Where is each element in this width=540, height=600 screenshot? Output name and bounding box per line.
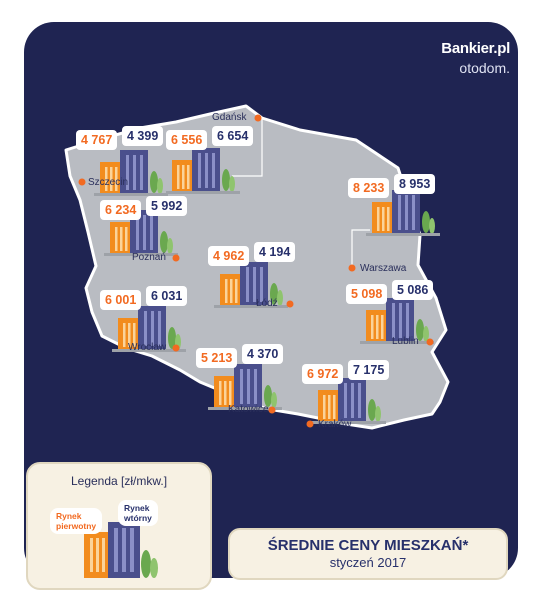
city-marker-krakow [306, 420, 314, 428]
price-secondary-katowice: 4 370 [242, 344, 284, 364]
city-marker-lodz [286, 300, 294, 308]
price-secondary-lublin: 5 086 [392, 280, 434, 300]
city-name-wroclaw: Wrocław [128, 342, 167, 353]
price-primary-gdansk: 6 556 [166, 130, 208, 150]
building-icon-katowice [208, 364, 282, 410]
legend-building-icon [84, 522, 158, 578]
city-name-lublin: Lublin [392, 336, 419, 347]
city-name-lodz: Łódź [256, 298, 278, 309]
price-secondary-warszawa: 8 953 [394, 174, 436, 194]
building-icon-krakow [312, 378, 386, 424]
date-subtitle: styczeń 2017 [329, 555, 407, 570]
building-icon-lublin [360, 298, 434, 344]
legend-secondary-market: Rynek wtórny [118, 500, 158, 526]
legend-box: Legenda [zł/mkw.] Rynek pierwotny Rynek wt… [26, 462, 212, 590]
city-name-krakow: Kraków [318, 419, 352, 430]
price-primary-katowice: 5 213 [196, 348, 238, 368]
city-marker-lublin [426, 338, 434, 346]
otodom-logo: otodom. [459, 60, 510, 76]
city-name-warszawa: Warszawa [360, 263, 407, 274]
city-name-gdansk: Gdańsk [212, 112, 247, 123]
price-secondary-szczecin: 4 399 [122, 126, 164, 146]
city-marker-katowice [268, 406, 276, 414]
city-marker-wroclaw [172, 344, 180, 352]
city-name-katowice: Katowice [228, 404, 269, 415]
price-secondary-krakow: 7 175 [348, 360, 390, 380]
building-icon-lodz [214, 262, 288, 308]
building-icon-szczecin [94, 150, 168, 196]
building-icon-poznan [104, 210, 178, 256]
building-icon-gdansk [166, 148, 240, 194]
city-marker-poznan [172, 254, 180, 262]
building-icon-wroclaw [112, 306, 186, 352]
city-marker-warszawa [348, 264, 356, 272]
price-primary-lodz: 4 962 [208, 246, 250, 266]
city-name-szczecin: Szczecin [88, 177, 129, 188]
city-name-poznan: Poznań [132, 252, 166, 263]
price-primary-poznan: 6 234 [100, 200, 142, 220]
title-box: ŚREDNIE CENY MIESZKAŃ* styczeń 2017 [228, 528, 508, 580]
legend-primary-market: Rynek pierwotny [50, 508, 103, 534]
price-primary-lublin: 5 098 [346, 284, 388, 304]
city-marker-gdansk [254, 114, 262, 122]
price-secondary-lodz: 4 194 [254, 242, 296, 262]
price-primary-wroclaw: 6 001 [100, 290, 142, 310]
price-primary-szczecin: 4 767 [76, 130, 118, 150]
price-secondary-gdansk: 6 654 [212, 126, 254, 146]
building-icon-warszawa [366, 190, 440, 236]
legend-title: Legenda [zł/mkw.] [70, 474, 168, 488]
price-secondary-wroclaw: 6 031 [146, 286, 188, 306]
city-marker-szczecin [78, 178, 86, 186]
price-primary-krakow: 6 972 [302, 364, 344, 384]
bankier-logo: Bankier.pl [441, 40, 510, 57]
main-title: ŚREDNIE CENY MIESZKAŃ* [267, 537, 469, 554]
price-secondary-poznan: 5 992 [146, 196, 188, 216]
price-primary-warszawa: 8 233 [348, 178, 390, 198]
